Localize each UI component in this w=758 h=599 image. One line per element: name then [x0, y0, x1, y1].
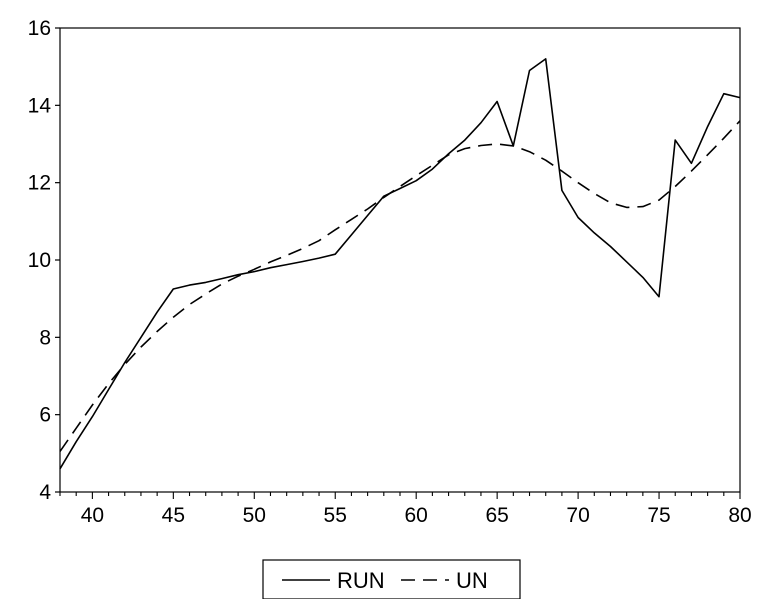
y-tick-label: 8	[39, 326, 51, 349]
x-tick-label: 55	[324, 504, 347, 527]
y-tick-label: 12	[28, 172, 51, 195]
legend: RUN UN	[262, 559, 521, 599]
x-tick-label: 60	[405, 504, 428, 527]
legend-label-un: UN	[456, 568, 488, 593]
y-tick-label: 6	[39, 404, 51, 427]
y-tick-label: 10	[28, 249, 51, 272]
y-axis: 4 6 8 10 12 14 16	[28, 17, 60, 504]
x-tick-label: 75	[647, 504, 670, 527]
y-tick-label: 16	[28, 17, 51, 40]
x-tick-label: 45	[162, 504, 185, 527]
legend-label-run: RUN	[337, 568, 385, 593]
series-line-un	[59, 120, 741, 452]
x-axis: 40 45 50 55 60 65 70 75 80	[59, 492, 752, 527]
plot-border	[59, 27, 741, 493]
x-tick-label: 50	[243, 504, 266, 527]
x-tick-label: 40	[81, 504, 104, 527]
y-tick-label: 4	[39, 481, 51, 504]
x-tick-label: 80	[728, 504, 751, 527]
x-tick-label: 70	[566, 504, 589, 527]
y-tick-label: 14	[28, 94, 52, 117]
x-tick-label: 65	[485, 504, 508, 527]
plot-frame	[59, 27, 741, 493]
series-line-run	[59, 58, 741, 470]
series-layer	[59, 58, 741, 470]
